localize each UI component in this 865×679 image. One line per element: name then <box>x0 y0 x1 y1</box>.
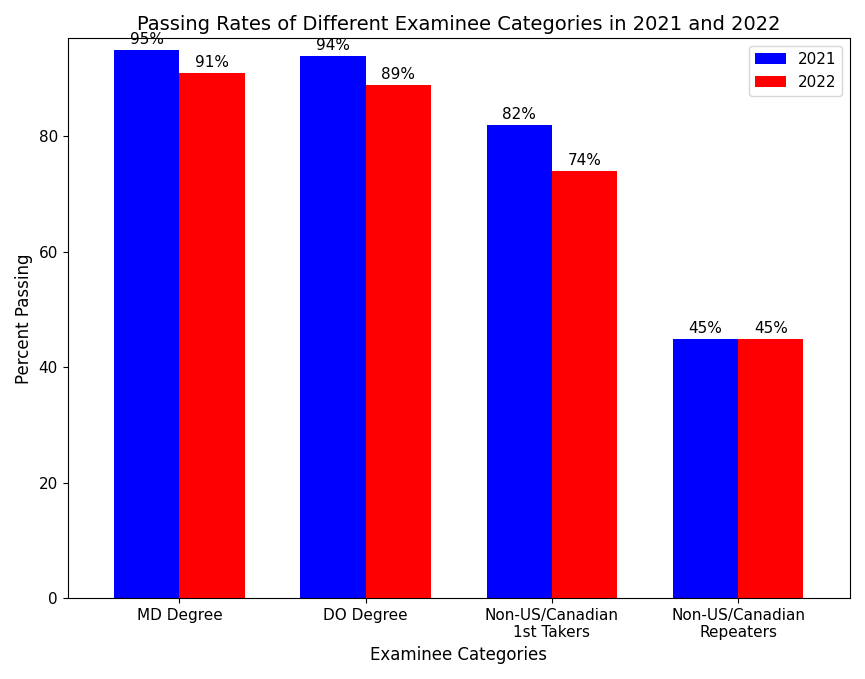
Text: 94%: 94% <box>316 38 350 53</box>
Bar <box>487 125 552 598</box>
Text: 89%: 89% <box>381 67 415 81</box>
Text: 45%: 45% <box>754 320 788 335</box>
Bar <box>738 339 804 598</box>
Y-axis label: Percent Passing: Percent Passing <box>15 253 33 384</box>
Bar <box>673 339 738 598</box>
Legend: 2021, 2022: 2021, 2022 <box>749 46 843 96</box>
Bar <box>552 171 617 598</box>
Text: 45%: 45% <box>689 320 722 335</box>
Text: 82%: 82% <box>503 107 536 122</box>
Bar <box>114 50 179 598</box>
Text: 74%: 74% <box>567 153 601 168</box>
Bar <box>366 84 431 598</box>
Text: 95%: 95% <box>130 32 163 47</box>
Bar <box>300 56 366 598</box>
Bar <box>179 73 245 598</box>
Title: Passing Rates of Different Examinee Categories in 2021 and 2022: Passing Rates of Different Examinee Cate… <box>137 15 780 34</box>
X-axis label: Examinee Categories: Examinee Categories <box>370 646 548 664</box>
Text: 91%: 91% <box>195 55 229 70</box>
